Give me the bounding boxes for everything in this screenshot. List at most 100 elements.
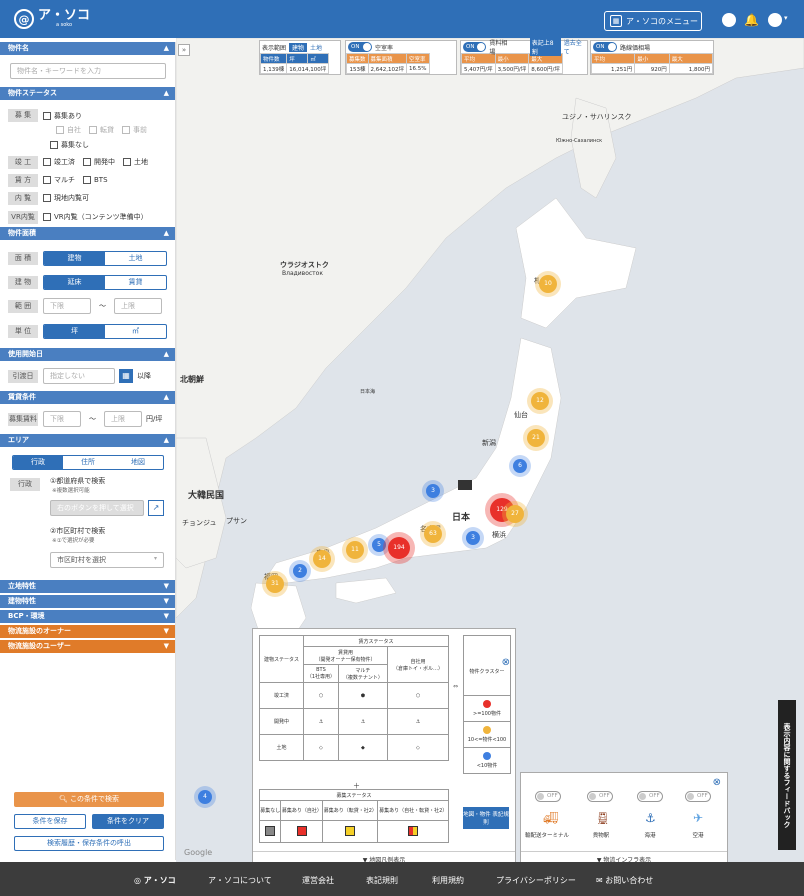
feedback-button[interactable]: 表示内容に関するフィードバック [778,700,796,850]
cluster-marker[interactable]: 6 [513,459,527,473]
section-area[interactable]: エリア ▲ [0,434,175,447]
section-building[interactable]: 建物特性 ▼ [0,595,175,608]
cluster-marker[interactable]: 4 [198,790,212,804]
vacancy-toggle[interactable]: ON [348,42,372,52]
cluster-marker[interactable]: 3 [466,531,480,545]
chevron-up-icon: ▲ [163,229,169,237]
cluster-marker[interactable]: 63 [424,525,442,543]
footer-link-terms[interactable]: 利用規約 [432,876,464,885]
checkbox-advance[interactable] [122,126,130,134]
price-max-input[interactable]: 上限 [104,411,142,427]
checkbox-recruit[interactable] [43,111,51,120]
close-icon[interactable]: ⊗ [501,656,510,668]
area-min-input[interactable]: 下限 [43,298,91,314]
footer-link-contact[interactable]: ✉ お問い合わせ [596,876,654,885]
footer-link-about[interactable]: ア・ソコについて [208,876,272,885]
place-label: 日本海 [360,389,376,395]
chevron-down-icon[interactable]: ▾ [784,14,788,22]
search-button[interactable]: 🔍︎ この条件で検索 [14,792,164,807]
section-user[interactable]: 物流施設のユーザー ▼ [0,640,175,653]
price-min-input[interactable]: 下限 [43,411,81,427]
section-location[interactable]: 立地特性 ▼ [0,580,175,593]
section-date[interactable]: 使用開始日 ▲ [0,348,175,361]
footer-logo[interactable]: ◎ ア・ソコ [134,876,176,885]
checkbox-own[interactable] [56,126,64,134]
truck-icon: 🚚︎ [543,811,559,825]
cluster-marker[interactable]: 27 [506,505,524,523]
infra-toggle[interactable]: ▼ 物流インフラ表示 [521,851,727,864]
label-recruit: 募 集 [8,109,38,122]
stat-vacancy: ON 空室率 募集数 募集面積 空室率 153棟 2,642,102坪 16.5% [345,40,457,75]
bell-icon[interactable]: 🔔 [744,13,759,27]
infra-toggle-terminal[interactable]: OFF [535,791,561,802]
date-input[interactable]: 指定しない [43,368,115,384]
cluster-marker[interactable]: 5 [372,538,386,552]
legend-toggle[interactable]: ▼ 地図凡例表示 [253,851,515,864]
cube-icon: ⬢ [337,682,388,709]
calendar-icon[interactable]: ▦ [119,369,133,383]
cluster-marker[interactable]: 31 [266,575,284,593]
checkbox-preview[interactable] [43,194,51,202]
user-icon[interactable] [768,13,782,27]
chat-icon[interactable] [722,13,736,27]
chevron-down-icon: ▾ [154,555,158,562]
section-area-size[interactable]: 物件面積 ▲ [0,227,175,240]
chevron-down-icon: ▼ [163,612,169,620]
close-icon[interactable]: ⊗ [712,777,721,788]
warehouse-icon[interactable] [458,480,472,490]
save-condition-button[interactable]: 条件を保存 [14,814,86,829]
chevron-up-icon: ▲ [163,44,169,52]
section-status[interactable]: 物件ステータス ▲ [0,87,175,100]
menu-button[interactable]: ▦ ア・ソコのメニュー [604,11,702,31]
share-icon[interactable]: ↗ [148,500,164,516]
building-toggle[interactable]: 延床 賃貸 [43,274,167,290]
legend-rules-link[interactable]: 地図・物件 表記規則 [463,807,509,829]
cluster-marker[interactable]: 10 [539,275,557,293]
area-tabs[interactable]: 行政 住所 地図 [12,455,164,470]
cluster-marker[interactable]: 2 [293,564,307,578]
cluster-marker[interactable]: 194 [388,537,410,559]
infra-toggle-airport[interactable]: OFF [685,791,711,802]
cluster-marker[interactable]: 14 [313,550,331,568]
area-max-input[interactable]: 上限 [114,298,162,314]
cluster-marker[interactable]: 3 [426,484,440,498]
footer-link-privacy[interactable]: プライバシーポリシー [496,876,576,885]
cluster-marker[interactable]: 21 [527,429,545,447]
pref-select-field[interactable]: 右のボタンを押して選択 [50,500,144,516]
mail-icon: ✉ [596,876,606,885]
section-owner[interactable]: 物流施設のオーナー ▼ [0,625,175,638]
property-name-input[interactable]: 物件名・キーワードを入力 [10,63,166,79]
section-price[interactable]: 賃貸条件 ▲ [0,391,175,404]
section-bcp[interactable]: BCP・環境 ▼ [0,610,175,623]
infra-panel: ⊗ OFF OFF OFF OFF 🚚︎ 🚆︎ ⚓ ✈ 輸配送ターミナル 貨物駅… [520,772,728,864]
footer-link-notation[interactable]: 表記規則 [366,876,398,885]
infra-toggle-station[interactable]: OFF [587,791,613,802]
cluster-marker[interactable]: 11 [346,541,364,559]
cluster-marker[interactable]: 12 [531,392,549,410]
rent-toggle[interactable]: ON [463,42,487,52]
area-toggle[interactable]: 建物 土地 [43,250,167,266]
checkbox-multi[interactable] [43,176,51,184]
clear-condition-button[interactable]: 条件をクリア [92,814,164,829]
logo-sub: a soko [55,22,73,28]
checkbox-bts[interactable] [83,176,91,184]
land-toggle[interactable]: ON [593,42,617,52]
checkbox-land[interactable] [123,158,131,166]
checkbox-recruit-none[interactable] [50,141,58,149]
place-label: 大韓民国 [188,491,225,501]
section-property-name[interactable]: 物件名 ▲ [0,42,175,55]
history-button[interactable]: 検索履歴・保存条件の呼出 [14,836,164,851]
collapse-sidebar-icon[interactable]: » [178,44,190,56]
checkbox-developing[interactable] [83,158,91,166]
footer-link-company[interactable]: 運営会社 [302,876,334,885]
land-icon: ◇ [303,734,339,761]
place-label: Владивосток [282,270,323,277]
logo[interactable]: @ ア・ソコ a soko [14,9,90,29]
checkbox-completed[interactable] [43,158,51,166]
checkbox-vr[interactable] [43,213,51,221]
checkbox-sublease[interactable] [89,126,97,134]
infra-toggle-port[interactable]: OFF [637,791,663,802]
city-select[interactable]: 市区町村を選択 [50,552,164,568]
chevron-down-icon: ▼ [163,642,169,650]
